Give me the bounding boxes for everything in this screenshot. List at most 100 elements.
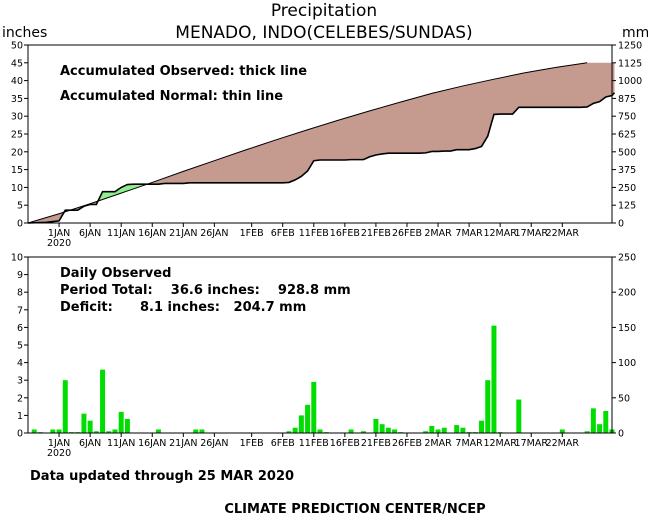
left-y-tick-label: 6: [17, 323, 23, 334]
x-tick-label: 6FEB: [271, 228, 295, 239]
left-y-tick-label: 4: [17, 358, 23, 369]
x-tick-label: 6JAN: [79, 228, 101, 239]
daily-bar: [479, 420, 485, 433]
x-tick-sublabel: 2020: [47, 448, 71, 459]
x-tick-label: 1JAN: [48, 438, 70, 449]
left-y-tick-label: 25: [11, 130, 23, 141]
x-tick-label: 22MAR: [546, 438, 580, 449]
daily-bar: [385, 427, 391, 433]
right-y-tick-label: 0: [618, 429, 624, 440]
deficit-label: Deficit: 8.1 inches: 204.7 mm: [60, 300, 306, 315]
left-y-tick-label: 2: [17, 393, 23, 404]
x-tick-label: 26JAN: [200, 438, 228, 449]
right-y-tick-label: 250: [618, 253, 636, 264]
right-y-tick-label: 750: [618, 112, 636, 123]
daily-bar: [373, 418, 379, 433]
daily-bar: [298, 415, 304, 433]
footer-credit: CLIMATE PREDICTION CENTER/NCEP: [224, 502, 485, 517]
x-tick-label: 16FEB: [330, 228, 360, 239]
daily-bar: [93, 431, 99, 433]
right-y-tick-label: 150: [618, 323, 636, 334]
daily-bar: [100, 369, 106, 433]
deficit-area: [28, 211, 65, 223]
daily-bar: [423, 431, 429, 433]
daily-bar: [292, 427, 298, 433]
left-y-tick-label: 45: [11, 58, 23, 69]
daily-bar: [441, 427, 447, 433]
daily-bar: [81, 413, 87, 433]
x-tick-label: 22MAR: [546, 228, 580, 239]
left-y-tick-label: 7: [17, 305, 23, 316]
right-y-tick-label: 0: [618, 219, 624, 230]
x-tick-label: 1FEB: [240, 438, 264, 449]
x-tick-label: 17MAR: [515, 438, 549, 449]
left-y-tick-label: 15: [11, 165, 23, 176]
observed-line: [27, 92, 616, 224]
daily-bar: [603, 411, 609, 433]
daily-bar: [199, 429, 205, 433]
daily-bar: [50, 429, 56, 433]
x-tick-label: 11JAN: [107, 228, 135, 239]
x-tick-label: 12MAR: [483, 228, 517, 239]
x-tick-label: 16FEB: [330, 438, 360, 449]
x-tick-label: 21JAN: [169, 228, 197, 239]
x-tick-label: 1JAN: [48, 228, 70, 239]
x-tick-label: 6FEB: [271, 438, 295, 449]
x-tick-label: 11JAN: [107, 438, 135, 449]
daily-bar: [87, 420, 93, 433]
daily-bar: [429, 425, 435, 433]
daily-bar: [193, 429, 199, 433]
x-tick-label: 17MAR: [515, 228, 549, 239]
right-y-tick-label: 200: [618, 288, 636, 299]
daily-bar: [286, 431, 292, 433]
daily-bar: [106, 431, 112, 433]
daily-bar: [62, 380, 68, 433]
x-tick-label: 7MAR: [455, 228, 483, 239]
accumulated-fill-group: [28, 62, 615, 223]
daily-bar: [516, 399, 522, 433]
daily-bar: [435, 429, 441, 433]
x-tick-label: 7MAR: [455, 438, 483, 449]
daily-bar: [118, 411, 124, 433]
x-tick-label: 16JAN: [138, 438, 166, 449]
daily-bar: [155, 429, 161, 433]
x-tick-label: 21FEB: [361, 438, 391, 449]
period-total-label: Period Total: 36.6 inches: 928.8 mm: [60, 283, 351, 298]
left-y-tick-label: 50: [11, 41, 23, 52]
right-y-tick-label: 500: [618, 147, 636, 158]
accumulated-line-group: [27, 62, 616, 224]
normal-line: [27, 62, 588, 224]
daily-bar: [597, 424, 603, 433]
legend-observed: Accumulated Observed: thick line: [60, 64, 307, 79]
chart-title: Precipitation: [271, 1, 377, 21]
accumulated-panel: 0510152025303540455001252503755006257508…: [11, 41, 642, 250]
daily-bar: [392, 429, 398, 433]
daily-bar: [454, 425, 460, 433]
daily-bar: [559, 429, 565, 433]
right-y-tick-label: 125: [618, 201, 636, 212]
deficit-area: [147, 62, 615, 185]
daily-bar: [460, 427, 466, 433]
daily-bar: [485, 380, 491, 433]
x-tick-label: 6JAN: [79, 438, 101, 449]
right-unit-label: mm: [622, 25, 648, 41]
daily-bar: [305, 404, 311, 433]
x-tick-label: 26JAN: [200, 228, 228, 239]
left-y-tick-label: 8: [17, 288, 23, 299]
x-tick-label: 21FEB: [361, 228, 391, 239]
data-updated-text: Data updated through 25 MAR 2020: [30, 469, 294, 484]
daily-bar: [317, 429, 323, 433]
x-tick-label: 11FEB: [299, 438, 329, 449]
right-y-tick-label: 1125: [618, 58, 642, 69]
right-y-tick-label: 625: [618, 130, 636, 141]
daily-bar: [31, 429, 37, 433]
right-y-tick-label: 100: [618, 358, 636, 369]
x-tick-label: 26FEB: [392, 228, 422, 239]
x-tick-label: 2MAR: [424, 228, 452, 239]
right-y-tick-label: 375: [618, 165, 636, 176]
right-y-tick-label: 250: [618, 183, 636, 194]
